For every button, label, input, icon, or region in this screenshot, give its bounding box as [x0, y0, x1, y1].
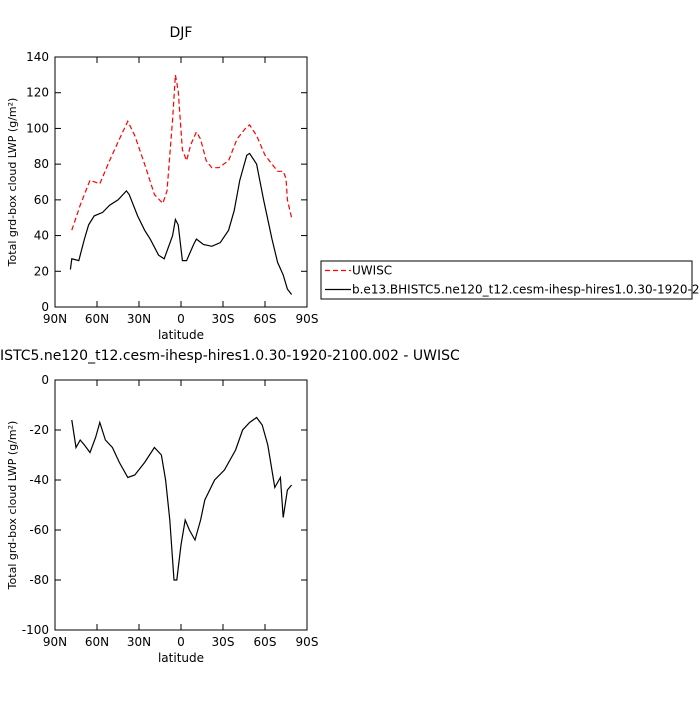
x-axis-label: latitude — [158, 651, 204, 665]
y-tick-label: 0 — [41, 373, 49, 387]
y-tick-label: -40 — [29, 473, 49, 487]
plot-frame — [54, 56, 308, 308]
y-tick-label: -80 — [29, 573, 49, 587]
chart-title: ISTC5.ne120_t12.cesm-ihesp-hires1.0.30-1… — [0, 348, 460, 364]
y-tick-label: 140 — [26, 50, 49, 64]
y-tick-label: 100 — [26, 121, 49, 135]
x-tick-label: 0 — [177, 635, 185, 649]
x-tick-label: 30N — [127, 312, 151, 326]
x-tick-label: 30S — [212, 635, 235, 649]
x-tick-label: 0 — [177, 312, 185, 326]
y-axis-label: Total grd-box cloud LWP (g/m²) — [6, 98, 19, 268]
x-tick-label: 60N — [85, 635, 109, 649]
x-tick-label: 90S — [296, 635, 319, 649]
y-tick-label: 40 — [34, 229, 49, 243]
y-tick-label: 0 — [41, 300, 49, 314]
plot-frame — [54, 379, 308, 631]
x-tick-label: 30S — [212, 312, 235, 326]
x-tick-label: 90S — [296, 312, 319, 326]
x-tick-label: 90N — [43, 312, 67, 326]
y-tick-label: -20 — [29, 423, 49, 437]
x-tick-label: 60S — [254, 635, 277, 649]
x-axis-label: latitude — [158, 328, 204, 342]
x-tick-label: 60S — [254, 312, 277, 326]
x-tick-label: 60N — [85, 312, 109, 326]
data-line — [71, 416, 293, 581]
y-axis-label: Total grd-box cloud LWP (g/m²) — [6, 421, 19, 591]
y-tick-label: 120 — [26, 86, 49, 100]
y-tick-label: -100 — [22, 623, 49, 637]
y-tick-label: 60 — [34, 193, 49, 207]
chart-title: DJF — [170, 25, 193, 41]
legend-label: b.e13.BHISTC5.ne120_t12.cesm-ihesp-hires… — [352, 283, 700, 297]
y-tick-label: 80 — [34, 157, 49, 171]
x-tick-label: 30N — [127, 635, 151, 649]
data-line — [71, 74, 293, 231]
y-tick-label: 20 — [34, 264, 49, 278]
y-tick-label: -60 — [29, 523, 49, 537]
data-line — [69, 152, 293, 295]
legend-label: UWISC — [352, 264, 392, 278]
x-tick-label: 90N — [43, 635, 67, 649]
legend-box — [320, 260, 693, 300]
